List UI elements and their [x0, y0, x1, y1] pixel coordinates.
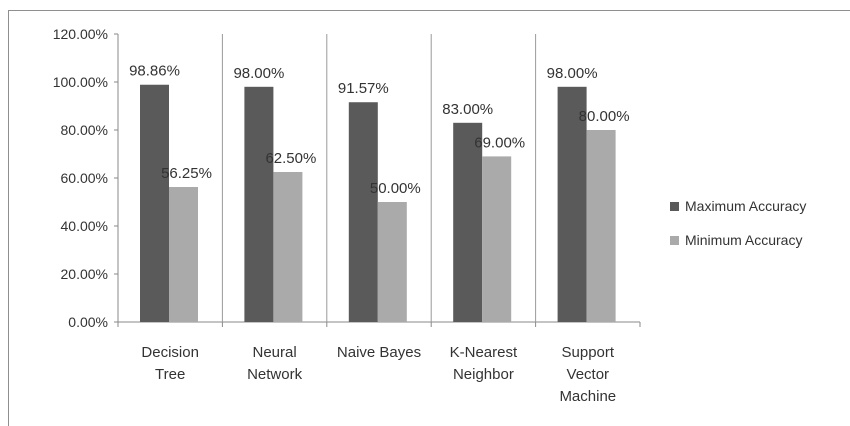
y-axis-tick-label: 100.00%	[53, 74, 108, 90]
max-accuracy-data-label: 98.00%	[547, 65, 598, 82]
min-accuracy-bar	[273, 172, 303, 322]
y-axis-tick-label: 120.00%	[53, 26, 108, 42]
legend-swatch-minimum-accuracy	[670, 235, 679, 245]
min-accuracy-bar	[482, 156, 512, 322]
max-accuracy-data-label: 98.86%	[129, 63, 180, 80]
max-accuracy-bar	[557, 86, 587, 322]
legend-item-maximum-accuracy: Maximum Accuracy	[670, 194, 806, 218]
legend-label-maximum-accuracy: Maximum Accuracy	[685, 198, 807, 214]
x-axis-category-label: Support	[562, 344, 615, 361]
min-accuracy-data-label: 62.50%	[265, 150, 316, 167]
min-accuracy-data-label: 56.25%	[161, 165, 212, 182]
x-axis-category-label: K-Nearest	[450, 344, 518, 361]
min-accuracy-data-label: 50.00%	[370, 180, 421, 197]
max-accuracy-data-label: 91.57%	[338, 80, 389, 97]
x-axis-category-label: Network	[247, 366, 303, 383]
legend-label-minimum-accuracy: Minimum Accuracy	[685, 232, 803, 248]
y-axis-tick-label: 80.00%	[61, 122, 108, 138]
max-accuracy-data-label: 98.00%	[233, 65, 284, 82]
min-accuracy-data-label: 80.00%	[579, 108, 630, 125]
chart-frame-top-border	[8, 10, 850, 11]
min-accuracy-bar	[169, 187, 198, 322]
min-accuracy-data-label: 69.00%	[474, 134, 525, 151]
chart-frame-left-border	[8, 10, 9, 426]
legend-swatch-maximum-accuracy	[670, 201, 679, 211]
max-accuracy-bar	[453, 122, 483, 322]
y-axis-tick-label: 60.00%	[61, 170, 108, 186]
legend-item-minimum-accuracy: Minimum Accuracy	[670, 228, 806, 252]
y-axis-tick-label: 40.00%	[61, 218, 108, 234]
min-accuracy-bar	[377, 202, 407, 322]
x-axis-category-label: Decision	[141, 344, 199, 361]
max-accuracy-bar	[244, 86, 274, 322]
chart-legend: Maximum Accuracy Minimum Accuracy	[670, 194, 806, 262]
x-axis-category-label: Vector	[567, 366, 610, 383]
max-accuracy-data-label: 83.00%	[442, 101, 493, 118]
x-axis-category-label: Naive Bayes	[337, 344, 421, 361]
min-accuracy-bar	[586, 130, 616, 322]
x-axis-category-label: Machine	[559, 388, 616, 405]
x-axis-category-label: Neural	[253, 344, 297, 361]
x-axis-category-label: Neighbor	[453, 366, 514, 383]
y-axis-tick-label: 20.00%	[61, 266, 108, 282]
max-accuracy-bar	[140, 84, 169, 323]
x-axis-category-label: Tree	[155, 366, 185, 383]
y-axis-tick-label: 0.00%	[68, 314, 108, 330]
max-accuracy-bar	[348, 102, 378, 323]
